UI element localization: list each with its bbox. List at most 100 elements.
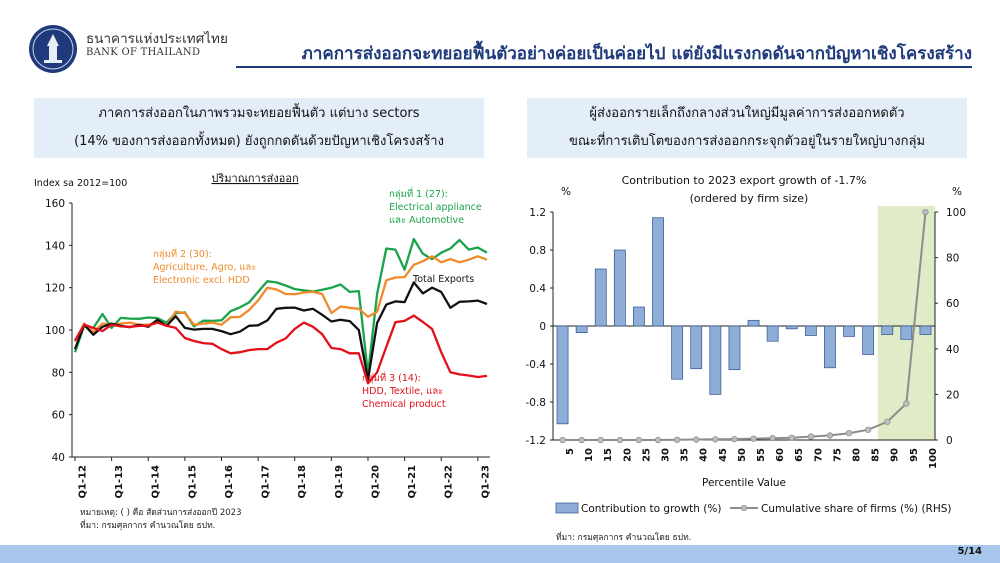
x-tick-label: 65 — [794, 448, 805, 462]
series-line-2 — [73, 281, 488, 381]
cumulative-point — [635, 436, 643, 444]
bar — [824, 325, 836, 369]
y-right-tick-label: 80 — [946, 253, 959, 265]
cumulative-point — [826, 432, 834, 439]
bar — [747, 319, 760, 327]
y-right-tick-label: 20 — [946, 389, 959, 401]
legend-line-marker — [740, 504, 748, 512]
x-tick-label: 70 — [813, 448, 824, 462]
right-chart-source: ที่มา: กรมศุลกากร คำนวณโดย ธปท. — [556, 533, 692, 543]
series-label-group3: Chemical product — [362, 399, 446, 410]
bank-name-english: BANK OF THAILAND — [86, 47, 201, 58]
x-tick-label: 60 — [775, 448, 786, 462]
x-tick-label: Q1-15 — [187, 465, 198, 499]
bar — [881, 325, 894, 335]
x-tick-label: 10 — [584, 448, 595, 462]
x-tick-label: Q1-20 — [370, 465, 381, 499]
cumulative-point — [903, 400, 910, 407]
right-headline-line-1: ผู้ส่งออกรายเล็กถึงกลางส่วนใหญ่มีมูลค่าก… — [589, 106, 905, 121]
bar — [919, 325, 932, 335]
y-tick-label: 0.8 — [529, 245, 546, 257]
y-tick-label: 100 — [45, 325, 65, 337]
x-tick-label: 20 — [622, 448, 633, 462]
y-axis-label: Index sa 2012=100 — [34, 178, 127, 189]
bar — [766, 325, 779, 342]
x-tick-label: 90 — [890, 448, 901, 462]
left-chart-source: ที่มา: กรมศุลกากร คำนวณโดย ธปท. — [80, 521, 216, 531]
page-title: ภาคการส่งออกจะทยอยฟื้นตัวอย่างค่อยเป็นค่… — [301, 44, 972, 64]
cumulative-point — [750, 435, 757, 442]
series-label-total: Total Exports — [412, 274, 474, 285]
x-tick-label: 85 — [871, 448, 882, 462]
left-headline-line-1: ภาคการส่งออกในภาพรวมจะทยอยฟื้นตัว แต่บาง… — [98, 106, 420, 121]
cumulative-point — [788, 434, 795, 441]
bar — [728, 325, 741, 371]
right-headline-box: ผู้ส่งออกรายเล็กถึงกลางส่วนใหญ่มีมูลค่าก… — [527, 98, 967, 158]
x-tick-label: 45 — [718, 448, 729, 462]
x-tick-label: 30 — [660, 448, 671, 462]
series-label-group2: กลุ่มที่ 2 (30): — [153, 247, 212, 260]
x-tick-label: Q1-21 — [407, 465, 418, 499]
chart-title: ปริมาณการส่งออก — [211, 172, 298, 185]
legend-bar-label: Contribution to growth (%) — [581, 503, 721, 515]
y-right-tick-label: 60 — [946, 298, 959, 310]
y-tick-label: -0.4 — [526, 359, 547, 371]
left-chart-note: หมายเหตุ: ( ) คือ สัดส่วนการส่งออกปี 202… — [80, 508, 242, 518]
x-tick-label: Q1-23 — [480, 465, 491, 499]
page-number: 5/14 — [957, 546, 982, 557]
bar — [709, 325, 722, 395]
cumulative-point — [654, 436, 662, 444]
series-line-3 — [74, 314, 488, 385]
x-tick-label: Q1-17 — [261, 465, 272, 499]
cumulative-point — [712, 436, 719, 443]
cumulative-point — [807, 433, 814, 440]
y-tick-label: -1.2 — [526, 435, 547, 447]
bar — [785, 325, 798, 330]
chart-subtitle: (ordered by firm size) — [690, 192, 809, 205]
bar — [613, 249, 626, 327]
cumulative-point — [674, 436, 681, 443]
y-tick-label: -0.8 — [526, 397, 547, 409]
export-volume-line-chart: 40 60 80 100 120 140 160 Q1-12 Q1-13 Q1-14 Q1-15 Q1… — [34, 172, 491, 499]
bar — [575, 325, 588, 334]
x-tick-label: Q1-18 — [297, 465, 308, 499]
left-headline-box: ภาคการส่งออกในภาพรวมจะทยอยฟื้นตัว แต่บาง… — [34, 98, 484, 158]
bank-emblem-icon — [29, 25, 77, 73]
y-right-tick-label: 40 — [946, 344, 959, 356]
bank-name-thai: ธนาคารแห่งประเทศไทย — [86, 31, 228, 47]
cumulative-point — [922, 208, 929, 216]
cumulative-line — [562, 211, 927, 441]
y-tick-label: 120 — [45, 283, 65, 295]
title-underline — [236, 66, 972, 68]
export-growth-contribution-chart: -1.2 -0.8 -0.4 0 0.4 0.8 1.2 0 20 40 60 80 100 5 10 15 2… — [526, 174, 967, 515]
bar — [690, 325, 703, 370]
x-tick-label: 15 — [603, 448, 614, 462]
bar — [843, 325, 855, 337]
cumulative-point — [559, 436, 566, 444]
right-headline-line-2: ขณะที่การเติบโตของการส่งออกกระจุกตัวอยู่… — [568, 134, 926, 149]
x-tick-label: 35 — [680, 448, 691, 462]
x-tick-label: 40 — [699, 448, 710, 462]
series-line-1 — [73, 255, 488, 343]
x-tick-label: Q1-16 — [224, 465, 235, 499]
bar — [900, 325, 913, 340]
x-tick-label: 80 — [851, 448, 862, 462]
x-tick-label: 50 — [737, 448, 748, 462]
y-tick-label: 80 — [52, 367, 65, 379]
bar — [652, 217, 664, 327]
y-axis-unit-right: % — [952, 186, 962, 198]
y-tick-label: 140 — [45, 240, 65, 252]
cumulative-point — [865, 426, 872, 433]
series-line-0 — [73, 237, 488, 376]
cumulative-point — [597, 436, 604, 444]
x-tick-label: 55 — [756, 448, 767, 462]
x-tick-label: Q1-12 — [77, 465, 88, 499]
cumulative-point — [845, 430, 853, 437]
series-label-group3: HDD, Textile, และ — [362, 386, 443, 397]
x-tick-label: 75 — [832, 448, 843, 462]
series-label-group3: กลุ่มที่ 3 (14): — [362, 371, 421, 384]
series-label-group2: Electronic excl. HDD — [153, 275, 250, 286]
cumulative-point — [616, 436, 623, 444]
y-right-tick-label: 0 — [946, 435, 953, 447]
series-label-group1: กลุ่มที่ 1 (27): — [389, 187, 448, 200]
